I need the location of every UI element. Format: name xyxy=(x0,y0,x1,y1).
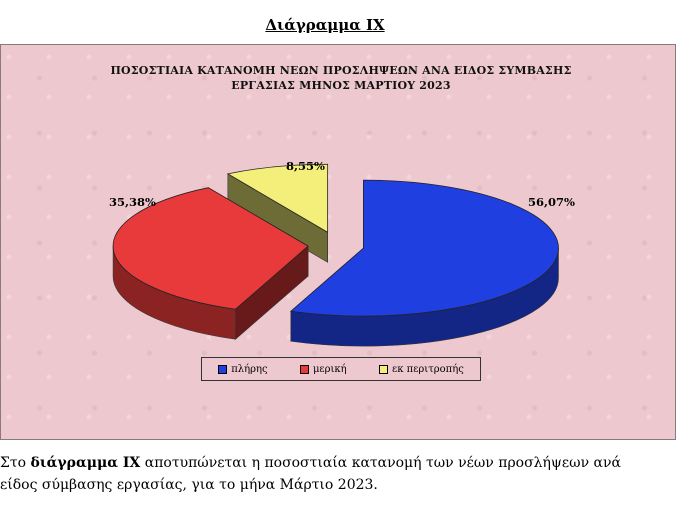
legend-swatch-rotation xyxy=(379,364,389,374)
chart-title-line-2: ΕΡΓΑΣΙΑΣ ΜΗΝΟΣ ΜΑΡΤΙΟΥ 2023 xyxy=(231,79,451,92)
legend-label-full: πλήρης xyxy=(231,363,268,375)
data-label-rotation: 8,55% xyxy=(286,159,325,173)
pie-slice-full xyxy=(289,179,559,317)
caption-line-2: είδος σύμβασης εργασίας, για το μήνα Μάρ… xyxy=(0,477,378,493)
data-label-full: 56,07% xyxy=(528,195,575,209)
legend-label-rotation: εκ περιτροπής xyxy=(392,363,464,375)
caption-prefix: Στο xyxy=(0,455,31,471)
legend: πλήρης μερική εκ περιτροπής xyxy=(201,357,481,381)
pie-slice-part xyxy=(112,187,309,310)
legend-item-rotation: εκ περιτροπής xyxy=(379,364,464,375)
caption-rest: αποτυπώνεται η ποσοστιαία κατανομή των ν… xyxy=(140,455,621,471)
pie-slice-rotation xyxy=(226,163,329,233)
legend-swatch-part xyxy=(299,364,309,374)
chart-title-line-1: ΠΟΣΟΣΤΙΑΙΑ ΚΑΤΑΝΟΜΗ ΝΕΩΝ ΠΡΟΣΛΗΨΕΩΝ ΑΝΑ … xyxy=(110,64,572,77)
caption-line-1: Στο διάγραμμα IX αποτυπώνεται η ποσοστια… xyxy=(0,452,690,474)
pie-chart xyxy=(112,163,559,347)
legend-swatch-full xyxy=(218,364,228,374)
legend-label-part: μερική xyxy=(312,363,347,375)
legend-item-full: πλήρης xyxy=(218,363,268,375)
legend-item-part: μερική xyxy=(299,363,347,375)
figure-heading: Διάγραμμα IX xyxy=(265,16,385,34)
caption-text: Στο διάγραμμα IX αποτυπώνεται η ποσοστια… xyxy=(0,452,690,496)
data-label-part: 35,38% xyxy=(109,195,156,209)
chart-title: ΠΟΣΟΣΤΙΑΙΑ ΚΑΤΑΝΟΜΗ ΝΕΩΝ ΠΡΟΣΛΗΨΕΩΝ ΑΝΑ … xyxy=(61,63,621,93)
caption-bold: διάγραμμα IX xyxy=(30,455,141,471)
chart-area: ΠΟΣΟΣΤΙΑΙΑ ΚΑΤΑΝΟΜΗ ΝΕΩΝ ΠΡΟΣΛΗΨΕΩΝ ΑΝΑ … xyxy=(0,44,676,440)
